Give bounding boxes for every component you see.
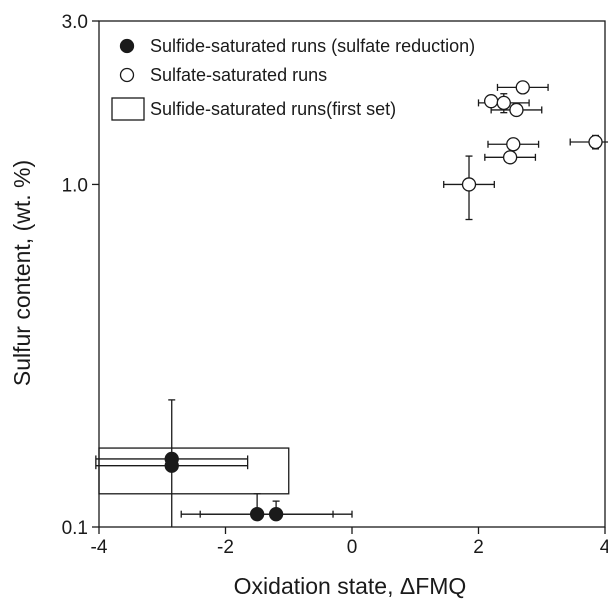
rectangle-layer (98, 447, 290, 495)
legend-label-first-set: Sulfide-saturated runs(first set) (150, 99, 396, 119)
legend-filled-circle-marker (119, 38, 135, 54)
sulfate-saturated-point (588, 134, 603, 150)
sulfide-saturated-point (164, 458, 179, 473)
y-axis-title: Sulfur content, (wt. %) (9, 160, 35, 386)
sulfate-saturated-point (506, 137, 521, 152)
legend: Sulfide-saturated runs (sulfate reductio… (111, 36, 475, 121)
sulfate-saturated-point (515, 80, 530, 95)
legend-rectangle-marker (111, 97, 145, 121)
sulfate-saturated-point (509, 102, 524, 118)
legend-label-sulfate-saturated: Sulfate-saturated runs (150, 65, 327, 85)
y-axis-ticks: 0.1 1.0 3.0 (62, 12, 99, 539)
x-tick-label: -2 (217, 537, 234, 558)
y-tick-label: 1.0 (62, 175, 88, 196)
x-tick-label: 4 (600, 537, 608, 558)
x-tick-label: 2 (473, 537, 484, 558)
sulfide-saturated-point (249, 507, 265, 522)
sulfide-saturated-point (268, 507, 284, 522)
legend-open-circle-marker (119, 67, 135, 83)
sulfide-first-set-rectangle (98, 447, 290, 495)
sulfate-saturated-point (461, 177, 477, 192)
sulfate-saturated-point (483, 94, 499, 109)
x-tick-label: -4 (91, 537, 108, 558)
plot-area-frame (98, 20, 606, 528)
marker-layer (164, 80, 603, 522)
sulfate-saturated-point (496, 95, 511, 111)
sulfate-saturated-point (502, 150, 518, 165)
y-tick-label: 0.1 (62, 518, 88, 539)
x-axis-ticks: -4 -2 0 2 4 (91, 527, 608, 558)
legend-label-sulfide-reduction: Sulfide-saturated runs (sulfate reductio… (150, 36, 475, 56)
x-tick-label: 0 (347, 537, 358, 558)
y-tick-label: 3.0 (62, 12, 88, 33)
x-axis-title: Oxidation state, ΔFMQ (234, 573, 467, 599)
